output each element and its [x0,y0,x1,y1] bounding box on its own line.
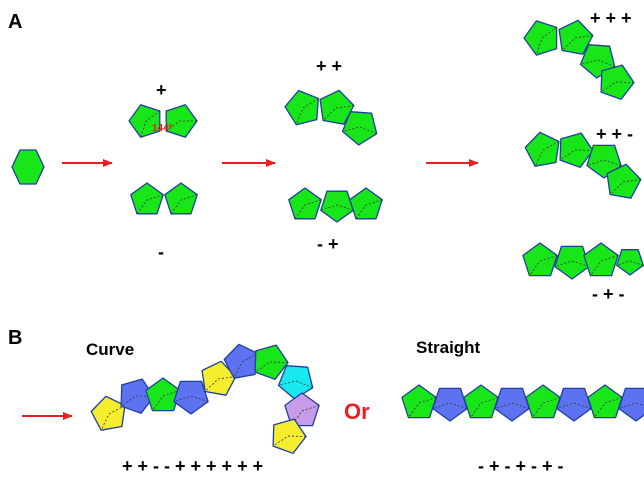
curve-sequence: + + - - + + + + + + [122,456,263,476]
pair-minus-sign: - [158,242,164,262]
dotted-chord [586,159,622,166]
pentagon-tile-green [128,104,161,138]
dotted-chord [556,402,592,409]
pentagon-dimer-plus [128,104,198,138]
curve-title: Curve [86,340,134,359]
dotted-chord [165,120,197,132]
pentagon-tile-blue [494,387,530,422]
pentagon-tile-green [587,384,623,419]
dotted-chord [204,376,236,392]
pentagon-tile-blue [432,387,468,422]
dotted-chord [278,380,313,389]
tetramer-top-sign: + + + [590,8,632,28]
dotted-chord [561,35,593,51]
tetramer-mid-sign: + + - [596,124,633,144]
straight-sequence: - + - + - + - [478,456,564,476]
trimer-plus-plus-sign: + + [316,56,342,76]
pentagon-tile-green [616,249,644,276]
pentagon-tile-blue [618,387,644,422]
panel-b-label: B [8,327,22,349]
pentagon-tile-green [145,377,181,412]
dotted-chord [609,179,641,195]
dotted-chord [355,199,383,220]
dotted-chord [532,397,561,418]
pentagon-tile-green [525,384,561,419]
dotted-chord [494,402,530,409]
trimer-minus-plus-sign: - + [317,234,339,254]
pentagon-tile-blue [173,380,209,415]
pentagon-tile-cyan [277,365,314,400]
dotted-chord [136,194,164,215]
pentagon-tile-blue [556,387,592,422]
straight-title: Straight [416,338,481,357]
pentagon-tile-green [586,144,622,179]
dotted-chord [616,260,644,266]
pentagon-tetramer-top [523,19,635,100]
dotted-chord [432,402,468,409]
dotted-chord [320,204,354,211]
dotted-chord [322,105,354,121]
dotted-chord [291,405,320,426]
pentagon-tile-green [401,384,437,419]
pair-plus-sign: + [156,80,167,100]
pentagon-tile-green [288,187,322,220]
pentagon-tile-green [524,131,560,167]
pentagon-tile-blue [223,343,259,379]
pentagon-tile-green [320,190,354,223]
hexagon-monomer [11,149,45,185]
dotted-chord [618,402,644,409]
pentagon-tile-purple [284,392,320,427]
pentagon-tetramer-mid [524,131,642,199]
dotted-chord [140,110,161,138]
curve-chain [90,343,320,454]
tetramer-bottom-sign: - + - [592,284,625,304]
pentagon-trimer-minus-plus [288,187,383,223]
dotted-chord [342,126,377,135]
pentagon-tile-green [349,187,383,220]
panel-a-label: A [8,11,22,33]
pentagon-tile-green [583,242,619,277]
pentagon-dimer-minus [130,182,198,215]
pentagon-tile-green [165,104,198,138]
pentagon-tile-green [463,384,499,419]
dotted-chord [594,397,623,418]
dotted-chord [294,199,322,220]
pentagon-tetramer-bottom [522,242,644,280]
pentagon-tile-green [341,111,378,146]
dotted-chord [173,395,209,402]
pentagon-tile-green [164,182,198,215]
straight-chain [401,384,644,422]
dotted-chord [470,397,499,418]
pentagon-tile-green [284,89,319,126]
pentagon-tile-green [130,182,164,215]
dotted-chord [170,194,198,215]
dotted-chord [554,260,590,267]
pentagon-tile-yellow [90,395,126,431]
pentagon-trimer-plus-plus [284,89,378,146]
angle-label: 144° [152,123,173,134]
dotted-chord [590,255,619,276]
dotted-chord [152,390,181,411]
or-label: Or [344,399,370,424]
pentagon-tile-green [522,242,558,277]
pentagon-tile-green [554,245,590,280]
dotted-chord [529,255,558,276]
dotted-chord [580,59,615,68]
pentagon-tile-green [523,20,558,56]
hexagon-tile [11,149,45,185]
dotted-chord [408,397,437,418]
